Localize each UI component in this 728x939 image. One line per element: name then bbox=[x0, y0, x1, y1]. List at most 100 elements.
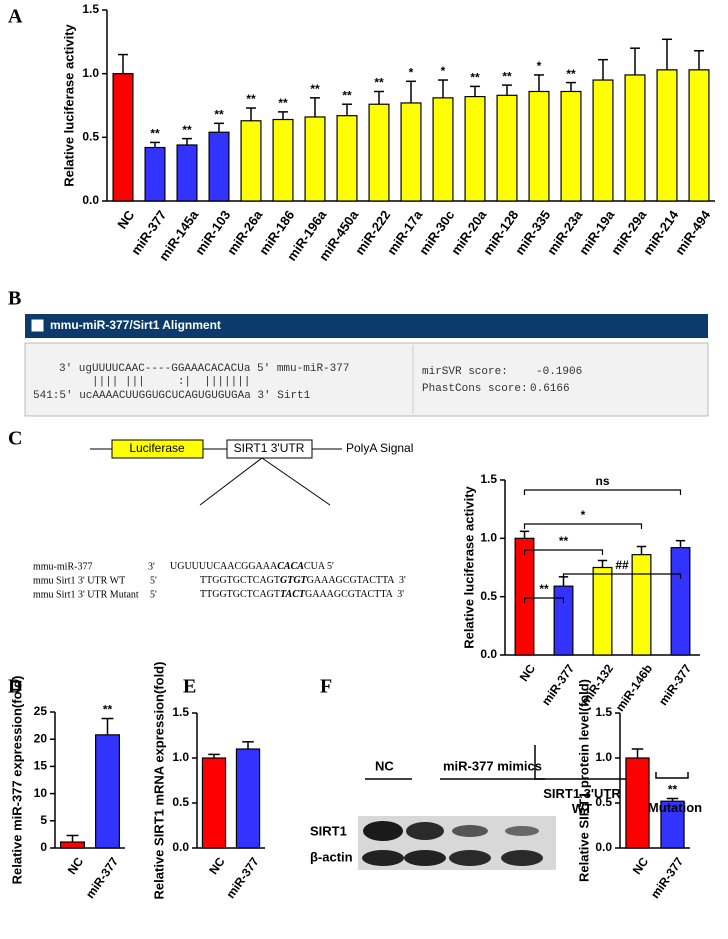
bar bbox=[94, 734, 120, 849]
y-tick-label: 0.0 bbox=[172, 840, 189, 854]
y-tick-label: 1.0 bbox=[595, 750, 612, 764]
sequence-part: CUA 5' bbox=[304, 561, 334, 572]
significance: ** bbox=[182, 123, 192, 137]
y-tick-label: 1.5 bbox=[82, 2, 99, 16]
bar bbox=[240, 120, 262, 202]
x-tick-label: miR-377 bbox=[223, 854, 261, 901]
y-axis-label: Relative miR-377 expression(fold) bbox=[9, 676, 24, 885]
bar bbox=[272, 118, 294, 202]
significance: ** bbox=[246, 92, 256, 106]
binding-site: GTGT bbox=[280, 575, 308, 586]
sequence: TTGGTGCTCAGTGTGTGAAAGCGTACTTA 3' bbox=[200, 575, 406, 586]
score-label: mirSVR score: bbox=[422, 366, 508, 378]
bar bbox=[592, 79, 614, 202]
significance: ** bbox=[150, 127, 160, 141]
significance: ** bbox=[668, 783, 678, 797]
bar bbox=[235, 748, 261, 849]
band bbox=[404, 850, 446, 866]
x-tick-label: miR-377 bbox=[656, 661, 694, 708]
y-tick-label: 10 bbox=[34, 786, 48, 800]
sequence-name: mmu-miR-377 bbox=[33, 561, 92, 572]
alignment-box bbox=[24, 342, 709, 417]
significance: ** bbox=[278, 96, 288, 110]
score-value: 0.6166 bbox=[530, 383, 570, 395]
bar bbox=[553, 585, 574, 656]
sequence-name: mmu Sirt1 3' UTR WT bbox=[33, 575, 125, 586]
comparison-label: ## bbox=[615, 558, 629, 572]
alignment-line: 3' ugUUUUCAAC----GGAAACACACUa 5' mmu-miR… bbox=[59, 363, 349, 375]
x-tick-label: NC bbox=[65, 854, 87, 877]
bar bbox=[592, 566, 613, 656]
bar bbox=[670, 547, 691, 656]
y-tick-label: 1.5 bbox=[595, 705, 612, 719]
significance: * bbox=[409, 65, 414, 79]
y-tick-label: 1.0 bbox=[480, 531, 497, 545]
band bbox=[452, 825, 488, 837]
sequence-part: TTGGTGCTCAGT bbox=[200, 589, 280, 600]
comparison-label: ** bbox=[559, 534, 569, 548]
panel-label: C bbox=[8, 428, 22, 450]
y-tick-label: 0.0 bbox=[480, 647, 497, 661]
y-tick-label: 0.5 bbox=[172, 795, 189, 809]
panel-label: B bbox=[8, 288, 21, 310]
binding-site: CACA bbox=[277, 561, 304, 572]
band bbox=[449, 850, 491, 866]
bar bbox=[432, 97, 454, 202]
bar bbox=[112, 73, 134, 202]
sequence-part: GAAAGCGTACTTA 3' bbox=[305, 589, 404, 600]
x-tick-label: miR-377 bbox=[83, 854, 121, 901]
score-value: -0.1906 bbox=[536, 366, 582, 378]
bar bbox=[208, 131, 230, 202]
comparison-bracket bbox=[523, 549, 604, 555]
panel-label: D bbox=[8, 676, 22, 698]
y-tick-label: 1.5 bbox=[172, 705, 189, 719]
icon bbox=[30, 318, 45, 333]
x-tick-label: miR-377 bbox=[539, 661, 577, 708]
comparison-label: ns bbox=[595, 474, 609, 488]
x-tick-label: NC bbox=[517, 661, 539, 684]
x-tick-label: NC bbox=[206, 854, 228, 877]
row-label: β-actin bbox=[310, 849, 353, 864]
panel-label: E bbox=[183, 676, 196, 698]
x-tick-label: NC bbox=[630, 854, 652, 877]
lane-label: miR-377 mimics bbox=[443, 758, 542, 773]
group-label: SIRT1 3'UTR WT bbox=[543, 786, 621, 816]
y-tick-label: 25 bbox=[34, 704, 48, 718]
significance: ** bbox=[342, 88, 352, 102]
bar bbox=[201, 757, 227, 849]
bar bbox=[688, 69, 710, 202]
y-tick-label: 5 bbox=[40, 813, 47, 827]
y-tick-label: 0 bbox=[40, 840, 47, 854]
zoom-line bbox=[261, 457, 331, 506]
sequence-name: mmu Sirt1 3' UTR Mutant bbox=[33, 589, 139, 600]
x-tick-label: miR-146b bbox=[613, 662, 655, 714]
alignment-title: mmu-miR-377/Sirt1 Alignment bbox=[50, 318, 221, 332]
significance: ** bbox=[470, 71, 480, 85]
group-label: Mutation bbox=[647, 800, 703, 815]
sequence: UGUUUUCAACGGAAACACACUA 5' bbox=[170, 561, 334, 572]
significance: ** bbox=[566, 67, 576, 81]
sequence-part: GAAAGCGTACTTA 3' bbox=[307, 575, 406, 586]
y-tick-label: 15 bbox=[34, 759, 48, 773]
alignment-line: |||| ||| :| ||||||| bbox=[92, 376, 250, 388]
zoom-line bbox=[199, 457, 263, 506]
comparison-label: * bbox=[581, 508, 586, 522]
luciferase-box bbox=[111, 439, 204, 459]
significance: ** bbox=[103, 703, 113, 717]
bar bbox=[624, 74, 646, 202]
bar bbox=[631, 554, 652, 656]
bar bbox=[560, 90, 582, 202]
comparison-bracket bbox=[523, 597, 565, 603]
utr-box bbox=[226, 439, 313, 459]
bar bbox=[496, 94, 518, 202]
group-bracket bbox=[655, 772, 689, 779]
y-tick-label: 1.0 bbox=[82, 66, 99, 80]
lane-label: NC bbox=[375, 758, 394, 773]
bar bbox=[656, 69, 678, 202]
bar bbox=[144, 146, 166, 202]
comparison-bracket bbox=[523, 523, 643, 529]
band bbox=[406, 822, 444, 840]
band bbox=[501, 850, 543, 866]
binding-site: TACT bbox=[280, 589, 306, 600]
bar bbox=[400, 102, 422, 202]
